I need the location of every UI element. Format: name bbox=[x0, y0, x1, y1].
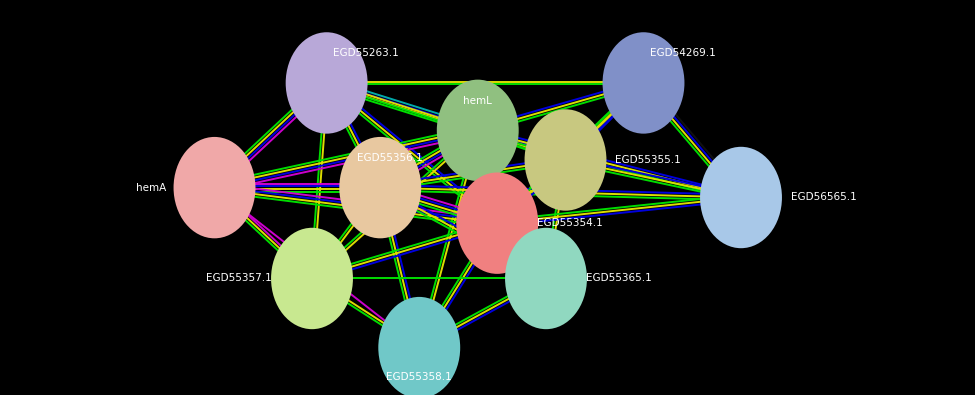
Ellipse shape bbox=[525, 109, 606, 211]
Ellipse shape bbox=[603, 32, 684, 134]
Text: EGD55263.1: EGD55263.1 bbox=[332, 48, 399, 58]
Text: EGD55356.1: EGD55356.1 bbox=[357, 153, 423, 163]
Text: EGD56565.1: EGD56565.1 bbox=[791, 192, 857, 203]
Text: EGD55358.1: EGD55358.1 bbox=[386, 372, 452, 382]
Text: EGD54269.1: EGD54269.1 bbox=[649, 48, 716, 58]
Ellipse shape bbox=[378, 297, 460, 395]
Text: hemA: hemA bbox=[136, 182, 167, 193]
Ellipse shape bbox=[700, 147, 782, 248]
Ellipse shape bbox=[286, 32, 368, 134]
Ellipse shape bbox=[456, 173, 538, 274]
Text: hemL: hemL bbox=[463, 96, 492, 106]
Text: EGD55355.1: EGD55355.1 bbox=[615, 155, 682, 165]
Ellipse shape bbox=[174, 137, 255, 238]
Text: EGD55365.1: EGD55365.1 bbox=[586, 273, 652, 284]
Text: EGD55357.1: EGD55357.1 bbox=[206, 273, 272, 284]
Ellipse shape bbox=[339, 137, 421, 238]
Ellipse shape bbox=[437, 80, 519, 181]
Text: EGD55354.1: EGD55354.1 bbox=[537, 218, 604, 228]
Ellipse shape bbox=[271, 228, 353, 329]
Ellipse shape bbox=[505, 228, 587, 329]
